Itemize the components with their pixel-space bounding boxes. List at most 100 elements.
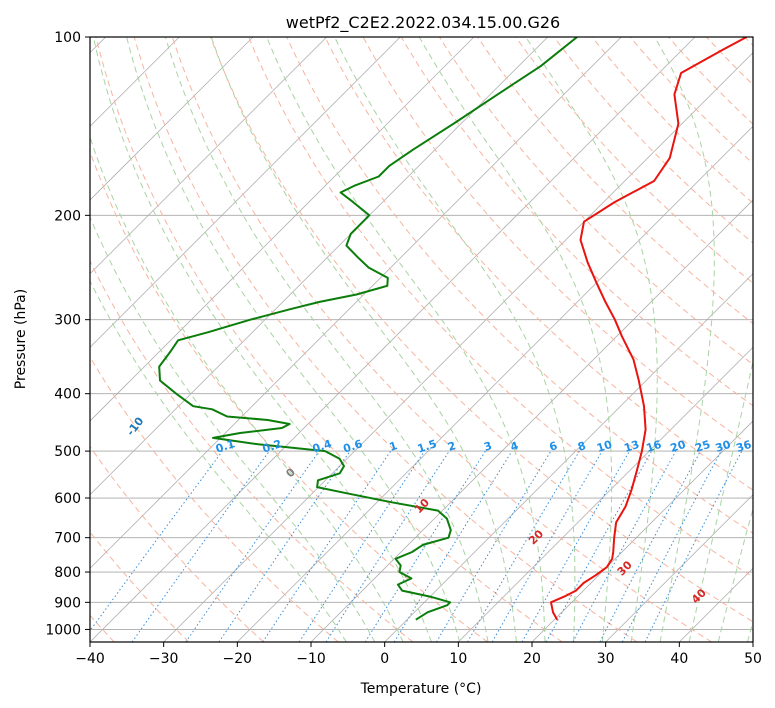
y-tick-label: 300: [54, 313, 81, 329]
line-annotations: -100-90-80-70-60-50-40-30-20-100.10.20.4…: [124, 414, 754, 606]
x-tick-label: −10: [296, 651, 326, 667]
dry-adiabat-line: [90, 259, 414, 642]
mixing-ratio-label: 0.4: [311, 437, 334, 455]
mixing-ratio-line: [185, 450, 320, 642]
isotherm-line: [752, 641, 753, 642]
axis-ticks: −40 −30 −20 −10 0 10 20 30 40 5010020030040050060…: [45, 30, 762, 667]
moist-adiabat-line: [164, 37, 489, 642]
mixing-ratio-line: [393, 450, 513, 642]
y-tick-label: 400: [54, 387, 81, 403]
moist-adiabat-line: [418, 37, 613, 642]
mixing-ratio-label: 10: [595, 438, 614, 455]
mixing-ratio-label: 1.5: [416, 437, 439, 455]
x-tick-label: −40: [75, 651, 105, 667]
y-tick-label: 1000: [45, 622, 81, 638]
mixing-ratio-label: 8: [576, 439, 587, 454]
mixing-ratio-line: [325, 450, 450, 642]
dewpoint-profile-line: [158, 37, 578, 621]
mixing-ratio-label: 0.1: [214, 437, 237, 455]
isotherm-line: [237, 125, 753, 642]
dry-adiabat-line: [324, 37, 753, 491]
mixing-ratio-label: 6: [548, 439, 560, 454]
dry-adiabat-line: [286, 37, 753, 534]
mixing-ratio-label: 30: [714, 438, 733, 455]
isotherm-line: [310, 199, 753, 642]
dry-adiabat-line: [90, 150, 488, 642]
mixing-ratio-label: 1: [388, 439, 399, 454]
moist-adiabat-label: 40: [689, 586, 709, 606]
dry-adiabat-line: [133, 37, 638, 642]
moist-adiabat-label: 30: [615, 558, 635, 578]
mixing-ratio-label: 13: [622, 438, 641, 455]
mixing-ratio-label: 20: [669, 438, 688, 455]
x-tick-label: 50: [744, 651, 762, 667]
isotherm-line: [90, 37, 254, 201]
dry-adiabat-line: [248, 37, 753, 578]
isotherm-line: [90, 37, 475, 422]
isotherm-line: [90, 37, 548, 496]
moist-adiabat-line: [688, 358, 753, 642]
moist-adiabat-line: [90, 135, 404, 642]
isotherm-line: [90, 37, 327, 275]
dry-adiabat-line: [210, 37, 753, 623]
mixing-ratio-line: [262, 450, 392, 642]
x-tick-label: −30: [149, 651, 179, 667]
x-tick-label: 0: [380, 651, 389, 667]
moist-adiabat-line: [717, 506, 753, 642]
isotherm-line: [90, 37, 401, 348]
y-tick-label: 800: [54, 565, 81, 581]
y-tick-label: 200: [54, 208, 81, 224]
x-tick-label: −20: [223, 651, 253, 667]
x-tick-label: 40: [670, 651, 688, 667]
isotherm-line: [531, 420, 753, 642]
mixing-ratio-label: 25: [693, 438, 712, 455]
mixing-ratio-label: 0.2: [261, 437, 284, 455]
isotherm-line: [384, 273, 753, 642]
mixing-ratio-line: [545, 450, 653, 642]
moist-adiabat-label: 20: [526, 527, 546, 547]
y-axis-label: Pressure (hPa): [13, 289, 29, 389]
isotherm-line: [90, 37, 696, 642]
x-tick-label: 10: [449, 651, 467, 667]
isotherm-line: [90, 37, 622, 569]
mixing-ratio-line: [298, 450, 425, 642]
mixing-ratio-line: [218, 450, 351, 642]
mixing-ratio-line: [521, 450, 630, 642]
mixing-ratio-label: 4: [509, 439, 521, 454]
isotherm-line: [605, 494, 753, 642]
dry-adiabat-line: [477, 37, 753, 325]
moist-adiabat-line: [210, 37, 517, 642]
mixing-ratio-label: 3: [482, 439, 493, 454]
moist-adiabat-line: [334, 37, 576, 642]
background-lines: [90, 37, 753, 642]
mixing-ratio-label: 36: [735, 438, 754, 455]
dry-adiabat-line: [90, 445, 264, 642]
mixing-ratio-label: 2: [446, 439, 457, 454]
y-tick-label: 900: [54, 595, 81, 611]
moist-adiabat-line: [654, 37, 715, 642]
y-tick-label: 500: [54, 444, 81, 460]
isotherm-line: [163, 52, 753, 642]
chart-title: wetPf2_C2E2.2022.034.15.00.G26: [286, 13, 560, 33]
dry-adiabat-line: [591, 37, 753, 204]
dry-adiabat-line: [90, 356, 339, 642]
x-axis-label: Temperature (°C): [360, 681, 482, 697]
moist-adiabat-line: [90, 215, 376, 642]
moist-adiabat-label: 10: [412, 496, 432, 516]
mixing-ratio-line: [599, 450, 701, 642]
dry-adiabat-line: [668, 37, 753, 125]
dry-adiabat-line: [95, 37, 563, 642]
plot-frame: [89, 36, 754, 643]
mixing-ratio-line: [644, 450, 743, 642]
moist-adiabat-line: [126, 37, 461, 642]
y-tick-label: 600: [54, 491, 81, 507]
dry-adiabat-line: [515, 37, 753, 284]
isotherm-line: [458, 346, 753, 642]
moist-adiabat-line: [266, 37, 546, 642]
series-layer: [158, 37, 748, 621]
x-tick-label: 20: [523, 651, 541, 667]
y-tick-label: 100: [54, 30, 81, 46]
y-tick-label: 700: [54, 531, 81, 547]
x-tick-label: 30: [597, 651, 615, 667]
